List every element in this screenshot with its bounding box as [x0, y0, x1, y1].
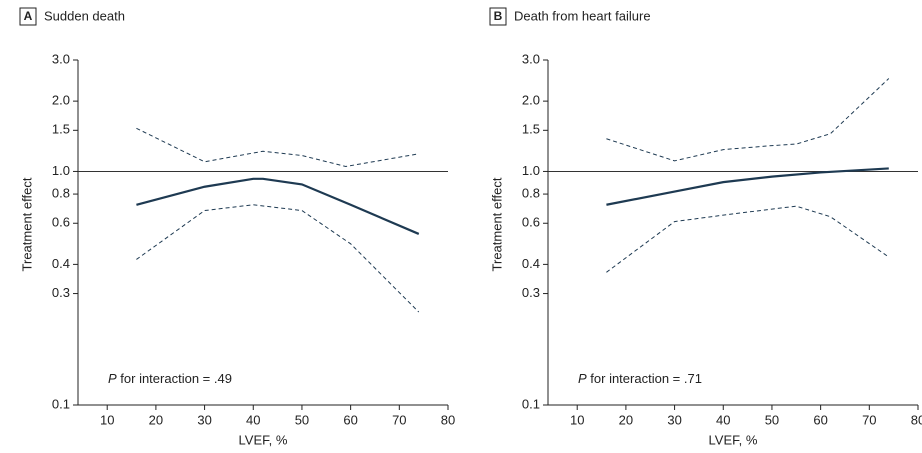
x-tick-label: 40 — [246, 412, 260, 427]
y-tick-label: 0.6 — [52, 215, 70, 230]
y-tick-label: 1.0 — [522, 163, 540, 178]
y-tick-label: 0.1 — [522, 396, 540, 411]
panel-title: Death from heart failure — [514, 8, 651, 23]
y-tick-label: 2.0 — [52, 93, 70, 108]
annotation: P for interaction = .49 — [108, 371, 232, 386]
panel-letter: B — [494, 9, 503, 23]
x-tick-label: 40 — [716, 412, 730, 427]
x-tick-label: 30 — [197, 412, 211, 427]
panel-letter-box — [489, 7, 507, 26]
x-tick-label: 50 — [765, 412, 779, 427]
estimate-line — [606, 167, 889, 206]
panel-letter: A — [24, 9, 33, 23]
confidence-line — [606, 78, 890, 162]
y-axis-label: Treatment effect — [489, 177, 504, 271]
x-tick-label: 60 — [343, 412, 357, 427]
y-tick-label: 0.6 — [522, 215, 540, 230]
y-tick-label: 1.5 — [522, 122, 540, 137]
confidence-line — [136, 204, 420, 313]
estimate-line — [136, 177, 420, 235]
x-axis-label: LVEF, % — [709, 432, 758, 447]
x-tick-label: 20 — [619, 412, 633, 427]
y-tick-label: 0.3 — [52, 285, 70, 300]
x-tick-label: 80 — [441, 412, 455, 427]
y-tick-label: 0.8 — [52, 186, 70, 201]
x-tick-label: 20 — [149, 412, 163, 427]
x-tick-label: 70 — [392, 412, 406, 427]
panel-title: Sudden death — [44, 8, 125, 23]
annotation-italic: P — [578, 371, 587, 386]
confidence-line — [606, 205, 890, 273]
x-tick-label: 10 — [100, 412, 114, 427]
y-axis-label: Treatment effect — [19, 177, 34, 271]
annotation-text: for interaction = .71 — [587, 371, 702, 386]
y-tick-label: 2.0 — [522, 93, 540, 108]
y-tick-label: 0.1 — [52, 396, 70, 411]
annotation-italic: P — [108, 371, 117, 386]
x-tick-label: 80 — [911, 412, 922, 427]
y-tick-label: 1.0 — [52, 163, 70, 178]
y-tick-label: 1.5 — [52, 122, 70, 137]
x-tick-label: 70 — [862, 412, 876, 427]
annotation: P for interaction = .71 — [578, 371, 702, 386]
y-tick-label: 0.4 — [52, 256, 70, 271]
y-tick-label: 0.8 — [522, 186, 540, 201]
panel-letter-box — [19, 7, 37, 26]
x-tick-label: 10 — [570, 412, 584, 427]
y-tick-label: 0.4 — [522, 256, 540, 271]
y-tick-label: 0.3 — [522, 285, 540, 300]
x-tick-label: 60 — [813, 412, 827, 427]
x-axis-label: LVEF, % — [239, 432, 288, 447]
y-tick-label: 3.0 — [522, 51, 540, 66]
x-tick-label: 30 — [667, 412, 681, 427]
y-tick-label: 3.0 — [52, 51, 70, 66]
confidence-line — [136, 127, 419, 167]
x-tick-label: 50 — [295, 412, 309, 427]
annotation-text: for interaction = .49 — [117, 371, 232, 386]
